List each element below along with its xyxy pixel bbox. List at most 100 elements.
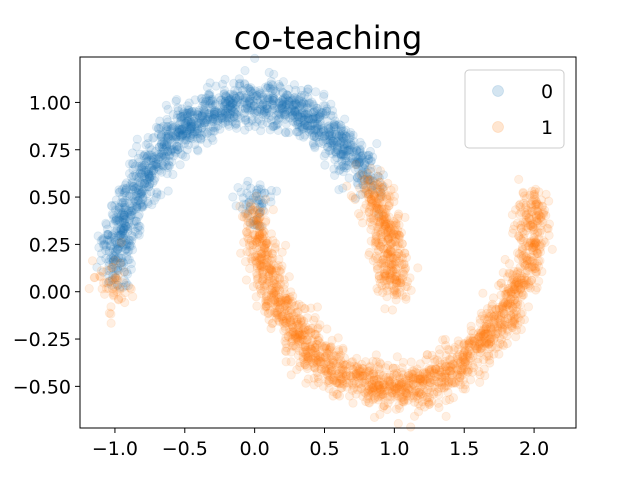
data-point: [163, 137, 173, 147]
data-point: [229, 96, 239, 106]
data-point: [200, 127, 210, 137]
data-point: [363, 175, 373, 185]
data-point: [104, 265, 114, 276]
data-point: [295, 131, 305, 141]
data-point: [184, 98, 194, 108]
data-point: [320, 130, 330, 140]
data-point: [118, 198, 128, 208]
data-point: [142, 178, 152, 188]
data-point: [231, 99, 241, 109]
data-point: [334, 185, 344, 195]
data-point: [465, 375, 476, 385]
data-point: [147, 171, 157, 181]
data-point: [307, 97, 317, 107]
data-point: [249, 100, 259, 110]
data-point: [280, 336, 290, 346]
data-point: [156, 139, 166, 149]
data-point: [239, 212, 249, 222]
data-point: [246, 86, 256, 97]
data-point: [366, 166, 376, 176]
y-tick-label: 0.00: [29, 282, 71, 304]
data-point: [280, 111, 290, 121]
data-point: [182, 109, 192, 119]
data-point: [161, 151, 171, 162]
x-tick-label: 2.0: [519, 438, 549, 460]
data-point: [125, 212, 135, 222]
data-point: [193, 117, 203, 127]
data-point: [133, 185, 144, 195]
data-point: [332, 153, 342, 163]
data-point: [329, 164, 339, 174]
data-point: [441, 362, 451, 372]
data-point: [310, 141, 320, 151]
data-point: [197, 122, 207, 132]
data-point: [153, 155, 163, 165]
data-point: [140, 160, 150, 170]
data-point: [109, 255, 119, 265]
data-point: [159, 140, 169, 150]
data-point: [251, 191, 261, 201]
data-point: [357, 175, 367, 186]
data-point: [224, 96, 234, 106]
data-point: [174, 127, 184, 137]
data-point: [221, 91, 231, 101]
data-point: [125, 209, 135, 219]
data-point: [479, 364, 489, 374]
data-point: [267, 86, 278, 96]
data-point: [185, 107, 195, 117]
data-point: [127, 184, 138, 194]
data-point: [336, 120, 346, 131]
data-point: [254, 89, 264, 99]
data-point: [196, 93, 206, 104]
data-point: [213, 121, 223, 131]
data-point: [242, 180, 252, 190]
data-point: [498, 268, 508, 278]
data-point: [433, 398, 443, 408]
data-point: [484, 319, 494, 329]
data-point: [92, 262, 102, 272]
data-point: [250, 121, 260, 132]
data-point: [139, 178, 149, 189]
data-point: [240, 125, 250, 135]
data-point: [141, 140, 151, 150]
data-point: [118, 262, 129, 272]
data-point: [255, 180, 265, 190]
data-point: [277, 95, 288, 105]
data-point: [332, 358, 342, 368]
data-point: [225, 107, 236, 117]
data-point: [184, 115, 194, 125]
data-point: [208, 135, 218, 145]
data-point: [440, 334, 450, 345]
data-point: [530, 229, 540, 239]
data-point: [243, 104, 253, 114]
data-point: [223, 104, 233, 114]
data-point: [126, 258, 136, 269]
data-point: [175, 160, 185, 170]
data-point: [135, 200, 145, 210]
data-point: [331, 136, 341, 146]
data-point: [130, 226, 140, 237]
data-point: [245, 241, 255, 251]
data-point: [189, 127, 199, 137]
data-point: [158, 161, 168, 171]
data-point: [240, 256, 251, 267]
data-point: [335, 149, 345, 159]
data-point: [269, 121, 279, 131]
data-point: [209, 109, 219, 119]
data-point: [224, 95, 235, 105]
data-point: [182, 116, 192, 127]
data-point: [359, 203, 370, 213]
data-point: [193, 109, 203, 119]
data-point: [151, 146, 161, 157]
data-point: [202, 138, 212, 148]
data-point: [106, 253, 116, 263]
data-point: [459, 339, 470, 349]
data-point: [175, 143, 185, 153]
data-point: [118, 208, 128, 218]
data-point: [252, 117, 262, 127]
data-point: [530, 258, 540, 269]
data-point: [202, 129, 212, 139]
data-point: [142, 152, 152, 162]
data-point: [262, 117, 272, 128]
data-point: [196, 114, 206, 125]
